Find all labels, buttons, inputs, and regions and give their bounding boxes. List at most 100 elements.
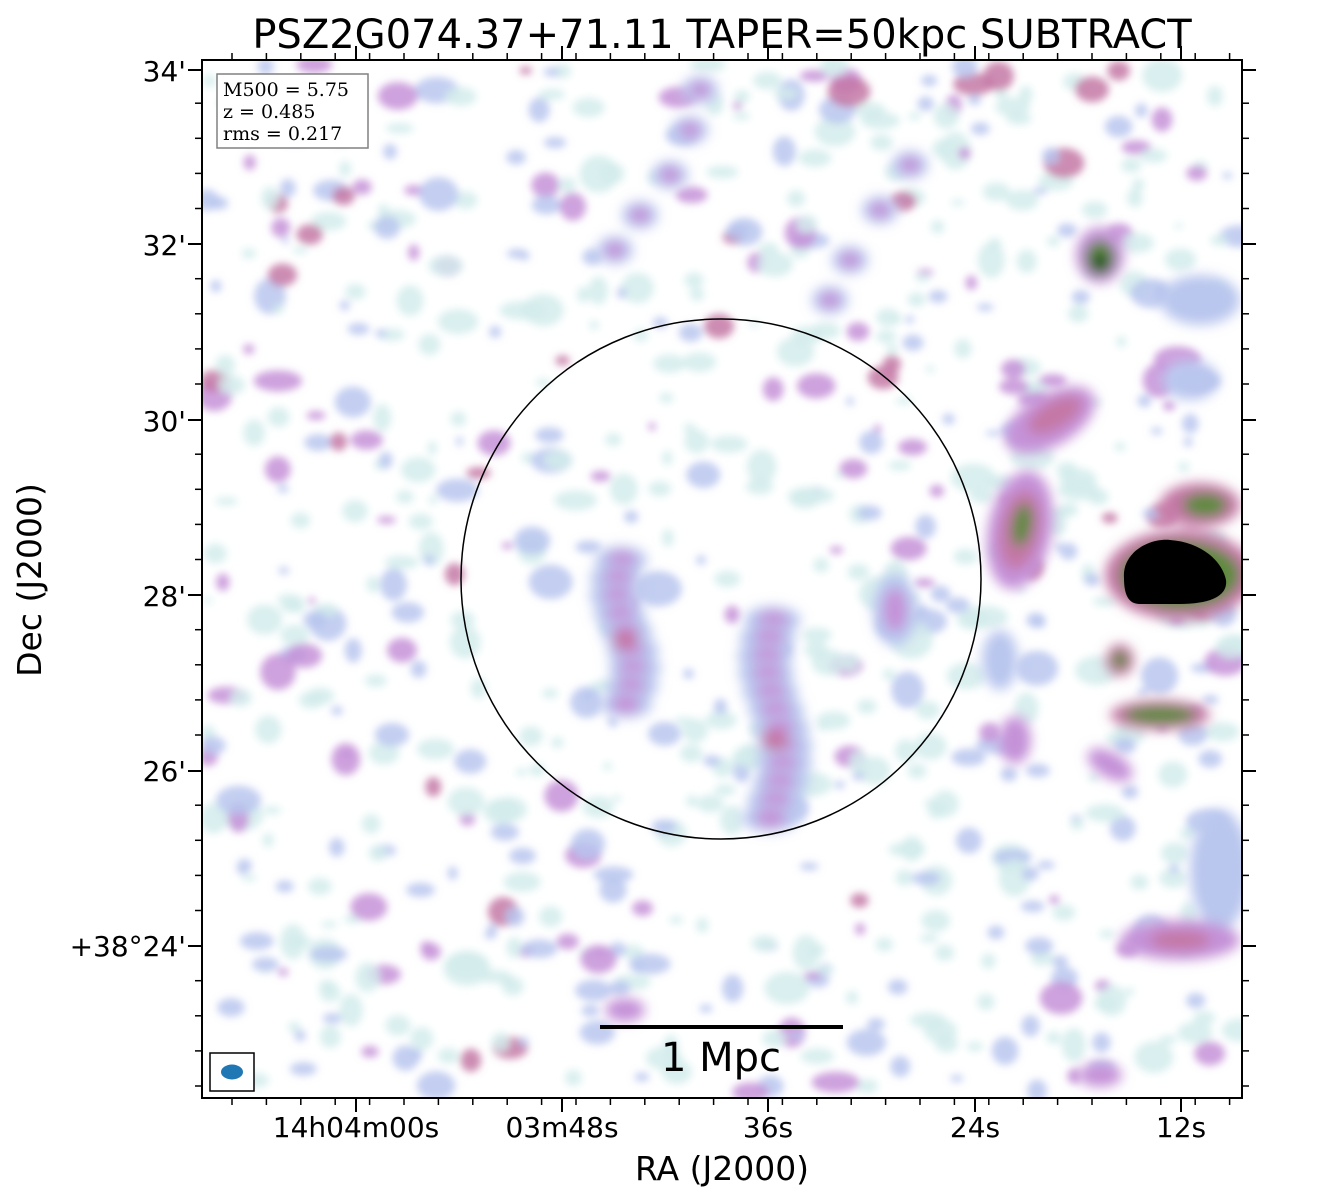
noise-blob (1099, 929, 1115, 939)
y-tick-label-3: 30' (143, 405, 186, 438)
noise-blob (543, 449, 573, 471)
noise-blob (384, 555, 419, 570)
noise-blob (732, 101, 742, 110)
noise-blob (762, 377, 784, 402)
noise-blob (934, 1034, 959, 1053)
noise-blob (267, 406, 290, 428)
noise-blob (599, 877, 627, 903)
noise-blob (695, 917, 709, 933)
noise-blob (329, 837, 345, 857)
noise-blob (703, 755, 721, 767)
noise-blob (1178, 461, 1190, 473)
emission-blob (999, 716, 1031, 764)
noise-blob (453, 191, 478, 210)
noise-blob (829, 546, 844, 554)
emission-blob (900, 157, 920, 173)
noise-blob (202, 802, 228, 834)
noise-blob (611, 795, 622, 802)
noise-blob (732, 1082, 769, 1098)
noise-blob (203, 74, 216, 88)
info-redshift: z = 0.485 (223, 101, 315, 123)
noise-blob (683, 668, 694, 679)
noise-blob (1198, 750, 1223, 768)
noise-blob (952, 60, 978, 78)
noise-blob (582, 795, 615, 819)
noise-blob (570, 686, 603, 719)
noise-blob (554, 490, 598, 511)
noise-blob (581, 1004, 600, 1017)
noise-blob (746, 449, 777, 485)
noise-blob (857, 505, 882, 521)
noise-blob (1121, 785, 1139, 799)
noise-blob (447, 866, 458, 880)
noise-blob (1057, 223, 1077, 238)
noise-blob (705, 710, 737, 730)
noise-blob (1042, 147, 1060, 165)
noise-blob (428, 494, 438, 505)
noise-blob (1088, 772, 1100, 782)
emission-blob (660, 167, 680, 183)
noise-blob (873, 424, 882, 434)
noise-blob (846, 322, 870, 341)
x-tick-label-1: 03m48s (505, 1111, 618, 1144)
noise-blob (262, 806, 282, 815)
noise-blob (499, 301, 545, 320)
noise-blob (408, 244, 420, 261)
noise-blob (856, 1078, 879, 1094)
noise-blob (418, 333, 441, 356)
noise-blob (1186, 165, 1208, 181)
noise-blob (332, 186, 355, 206)
noise-blob (352, 179, 372, 195)
noise-blob (446, 951, 487, 977)
noise-blob (477, 430, 511, 456)
noise-blob (796, 214, 818, 234)
noise-blob (913, 732, 947, 760)
noise-blob (678, 323, 703, 342)
noise-blob (489, 325, 502, 338)
noise-blob (703, 313, 735, 339)
noise-blob (262, 832, 274, 848)
noise-blob (846, 1029, 887, 1056)
noise-blob (509, 847, 536, 865)
noise-blob (977, 242, 1005, 279)
x-tick-label-2: 36s (743, 1111, 793, 1144)
noise-blob (684, 429, 710, 454)
y-tick-label-5: 34' (143, 55, 186, 88)
noise-blob (1130, 874, 1149, 891)
noise-blob (1137, 688, 1149, 696)
noise-blob (648, 481, 672, 497)
noise-blob (954, 338, 972, 359)
noise-blob (368, 741, 400, 765)
emission-blob (1162, 360, 1218, 400)
info-box: M500 = 5.75 z = 0.485 rms = 0.217 (216, 73, 369, 149)
noise-blob (229, 688, 252, 707)
noise-blob (796, 373, 836, 399)
noise-blob (714, 570, 741, 588)
noise-blob (1177, 1021, 1213, 1044)
noise-blob (518, 1036, 529, 1047)
noise-blob (945, 597, 971, 614)
noise-blob (875, 937, 894, 952)
noise-blob (955, 827, 982, 854)
noise-blob (543, 67, 560, 77)
noise-blob (803, 971, 822, 980)
noise-blob (1048, 895, 1060, 905)
noise-blob (251, 957, 279, 972)
info-m500: M500 = 5.75 (223, 79, 349, 101)
noise-blob (386, 637, 417, 663)
noise-blob (925, 365, 935, 373)
noise-blob (839, 459, 868, 479)
noise-blob (483, 798, 518, 825)
noise-blob (460, 1048, 482, 1072)
noise-blob (391, 602, 424, 623)
noise-blob (1025, 763, 1050, 778)
noise-blob (915, 514, 936, 539)
noise-blob (674, 716, 694, 725)
noise-blob (447, 787, 485, 817)
noise-blob (538, 88, 566, 101)
noise-blob (921, 909, 951, 932)
noise-blob (428, 255, 464, 277)
noise-blob (280, 624, 310, 647)
noise-blob (1032, 187, 1048, 195)
noise-blob (380, 568, 407, 601)
